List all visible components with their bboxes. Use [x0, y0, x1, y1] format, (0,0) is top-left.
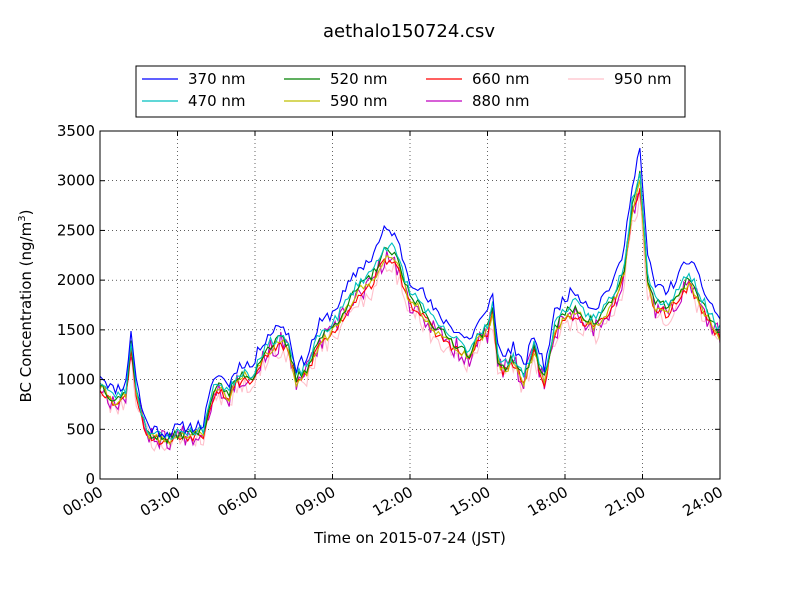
legend-label: 660 nm — [472, 70, 530, 88]
y-tick-label: 2000 — [57, 271, 95, 289]
legend-label: 370 nm — [188, 70, 246, 88]
y-axis-title-superscript: 3 — [17, 215, 28, 221]
y-axis-title: BC Concentration (ng/m3) — [17, 210, 35, 403]
y-tick-label: 1500 — [57, 321, 95, 339]
y-tick-label: 2500 — [57, 221, 95, 239]
legend-label: 880 nm — [472, 92, 530, 110]
y-axis-title-main: BC Concentration (ng/m — [17, 222, 35, 403]
legend: 370 nm 470 nm 520 nm 590 nm 660 nm 880 nm 950 … — [135, 65, 686, 118]
y-tick-label: 1000 — [57, 371, 95, 389]
series-lines — [100, 147, 720, 452]
y-tick-label: 500 — [66, 420, 95, 438]
x-axis-title: Time on 2015-07-24 (JST) — [313, 529, 506, 547]
legend-label: 470 nm — [188, 92, 246, 110]
y-axis-title-close: ) — [17, 210, 35, 216]
series-line-470-nm — [100, 172, 720, 440]
legend-box — [135, 65, 686, 118]
legend-label: 590 nm — [330, 92, 388, 110]
series-line-590-nm — [100, 179, 720, 446]
legend-label: 950 nm — [614, 70, 672, 88]
y-tick-label: 0 — [85, 470, 95, 488]
y-tick-label: 3500 — [57, 122, 95, 140]
chart-title: aethalo150724.csv — [323, 21, 495, 42]
y-tick-label: 3000 — [57, 172, 95, 190]
legend-label: 520 nm — [330, 70, 388, 88]
series-line-370-nm — [100, 147, 720, 439]
